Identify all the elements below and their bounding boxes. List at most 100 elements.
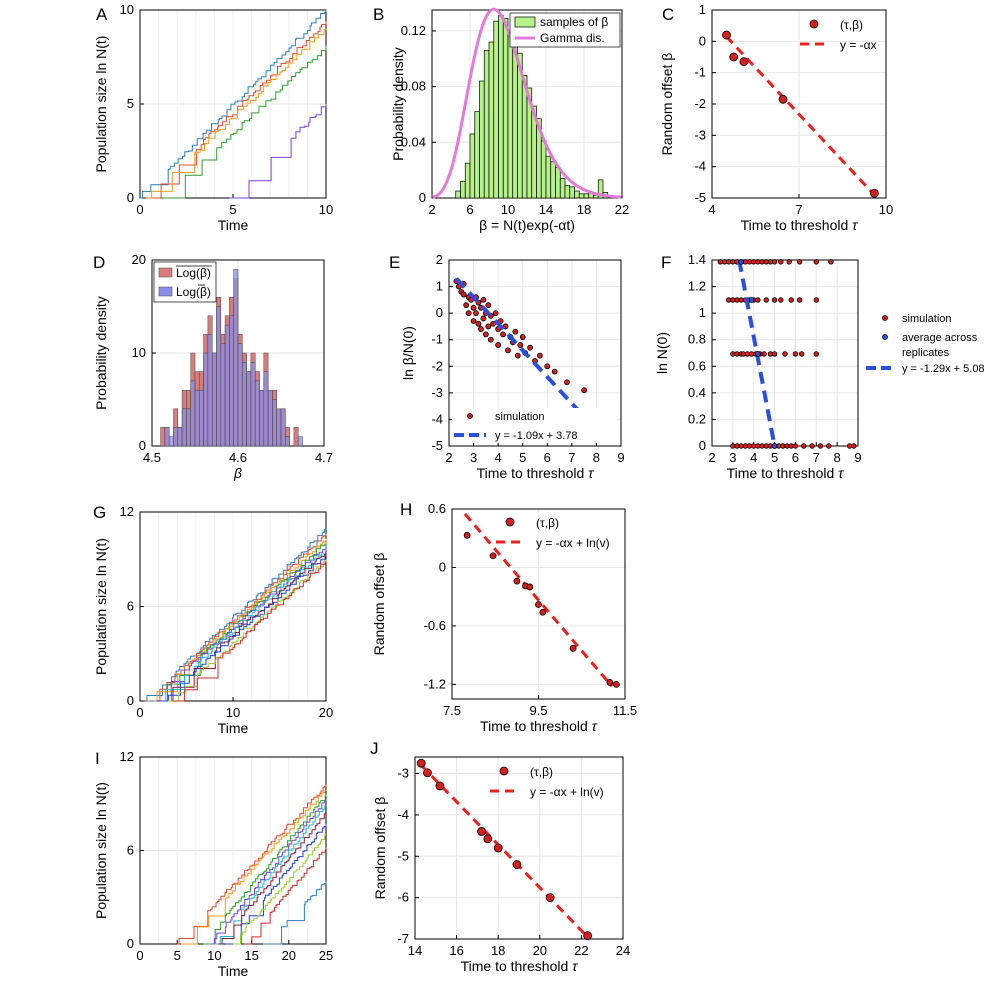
data-point xyxy=(778,297,784,303)
average-point xyxy=(738,258,745,265)
histogram-bar xyxy=(272,399,277,447)
y-tick-label: 0 xyxy=(436,305,443,320)
data-point xyxy=(545,893,555,903)
x-tick-label: 11.5 xyxy=(613,703,637,718)
y-tick-label: -3 xyxy=(694,127,706,142)
data-point xyxy=(796,297,803,303)
panel-i: 0 5 10 15 20 25 0 6 12 Time Population size ln N(t… xyxy=(93,749,333,979)
x-tick-label: 6 xyxy=(466,202,473,217)
histogram-bar xyxy=(564,185,571,199)
legend-label-fit: y = -αx + ln(v) xyxy=(530,785,604,799)
fit-line xyxy=(737,259,777,447)
histogram-bar xyxy=(263,371,269,447)
x-axis-label: Time to threshold τ xyxy=(480,718,598,734)
panel-e: 2 3 4 5 6 7 8 9 -5 -4 -3 -2 -1 0 1 2 simulation y = -1.09… xyxy=(400,252,625,481)
x-tick-label: 14 xyxy=(408,943,422,958)
histogram-bar xyxy=(455,190,461,199)
histogram-bar xyxy=(545,155,552,199)
panel-b: 2 6 10 14 18 22 0 0.04 0.08 0.12 samples of β Gamma… xyxy=(390,7,629,233)
y-tick-label: 0 xyxy=(699,33,706,48)
fit-line xyxy=(463,512,614,688)
y-axis-label: Probability density xyxy=(390,47,406,161)
histogram-bar xyxy=(259,389,265,447)
histogram-bar xyxy=(507,33,514,199)
growth-curve xyxy=(172,560,327,702)
y-tick-label: -1 xyxy=(431,332,443,347)
panel-h: 7.5 9.5 11.5 -1.2 -0.6 0 0.6 (τ,β) y = -αx + ln(… xyxy=(371,501,637,734)
y-tick-label: 5 xyxy=(127,96,134,111)
x-axis-label: Time to threshold τ xyxy=(727,465,845,481)
x-tick-label: 20 xyxy=(282,948,296,963)
x-axis-label: Time xyxy=(218,720,249,736)
legend-swatch-samples xyxy=(514,16,536,28)
fit-line xyxy=(420,764,587,936)
histogram-bar xyxy=(211,352,217,447)
y-tick-label: 0 xyxy=(419,190,426,205)
axes-frame xyxy=(414,756,624,940)
x-tick-label: 5 xyxy=(229,202,236,217)
legend-label-fit: y = -1.29x + 5.08 xyxy=(902,363,985,375)
y-tick-label: -4 xyxy=(397,807,409,822)
growth-curve xyxy=(140,10,327,199)
histogram-bar xyxy=(233,269,239,447)
growth-curve xyxy=(160,554,327,702)
y-axis-label: Population size ln N(t) xyxy=(93,538,109,675)
histogram-bar xyxy=(242,362,247,447)
data-point xyxy=(473,310,479,317)
histogram-bar xyxy=(173,427,179,447)
data-point xyxy=(544,363,551,370)
data-point xyxy=(487,336,494,343)
growth-curve xyxy=(153,547,327,702)
histogram-bar xyxy=(498,15,504,199)
data-point xyxy=(514,352,521,359)
data-point xyxy=(798,351,805,357)
data-point xyxy=(416,758,426,768)
x-axis-label: Time to threshold τ xyxy=(461,958,579,974)
growth-curve xyxy=(262,881,327,945)
x-tick-label: 10 xyxy=(879,202,893,217)
x-axis-label: Time xyxy=(218,217,249,233)
data-point xyxy=(771,351,778,357)
histogram-bar xyxy=(194,389,200,447)
histogram-bar xyxy=(203,352,209,447)
data-point xyxy=(792,443,799,449)
panel-f: 2 3 4 5 6 7 8 9 0 0.2 0.4 0.6 0.8 1 1.2 1.4 simulation av… xyxy=(654,252,985,481)
data-point xyxy=(489,552,497,560)
y-tick-label: 0.8 xyxy=(688,332,706,347)
growth-curve xyxy=(210,799,327,945)
histogram-bar xyxy=(483,50,490,199)
histogram-bar xyxy=(469,133,476,199)
data-point xyxy=(527,344,533,351)
growth-curve xyxy=(167,559,327,702)
data-point xyxy=(801,443,807,449)
legend-label-fit: y = -1.09x + 3.78 xyxy=(495,430,578,442)
y-tick-label: 0 xyxy=(127,936,134,951)
data-point xyxy=(460,291,467,298)
y-tick-label: 1 xyxy=(699,2,706,17)
panel-g: 0 10 20 0 6 12 Time Population size ln N(t) xyxy=(93,504,333,736)
x-tick-label: 18 xyxy=(491,943,505,958)
x-tick-label: 4.5 xyxy=(143,450,161,465)
x-axis-label: β xyxy=(233,465,242,481)
x-tick-label: 9.5 xyxy=(529,703,547,718)
histogram-bar xyxy=(224,324,230,447)
fit-line xyxy=(725,35,876,196)
histogram-bar xyxy=(177,427,183,447)
y-tick-label: -2 xyxy=(694,96,706,111)
x-tick-label: 0 xyxy=(136,705,143,720)
histogram-bar xyxy=(168,436,174,447)
histogram-bar xyxy=(540,140,547,199)
data-point xyxy=(519,334,526,340)
growth-curve xyxy=(244,847,327,945)
data-point xyxy=(492,310,499,317)
histogram-bar xyxy=(267,389,273,447)
panel-letter-c: C xyxy=(662,5,674,24)
y-tick-label: 0.04 xyxy=(401,134,426,149)
x-tick-label: 10 xyxy=(319,202,333,217)
y-axis-label: ln β/N(0) xyxy=(400,326,416,380)
growth-curve xyxy=(203,794,327,945)
panel-letter-e: E xyxy=(389,253,400,272)
y-axis-label: Random offset β xyxy=(372,797,388,900)
y-tick-label: 0 xyxy=(139,438,146,453)
y-tick-label: 12 xyxy=(120,749,134,764)
